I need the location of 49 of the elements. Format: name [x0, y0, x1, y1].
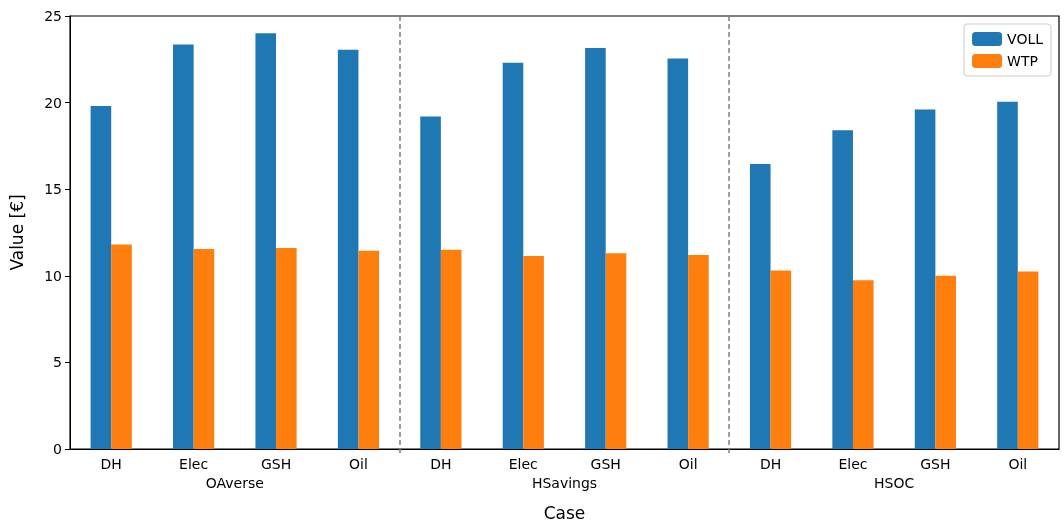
bar: [502, 62, 524, 449]
y-tick-label: 20: [44, 94, 62, 111]
bar: [111, 244, 132, 449]
legend-label: WTP: [1007, 53, 1038, 69]
bar: [255, 33, 277, 449]
bar: [337, 49, 359, 449]
bar: [276, 248, 297, 449]
bar: [523, 255, 544, 449]
y-axis-title: Value [€]: [6, 194, 27, 271]
bar: [832, 130, 853, 449]
x-tick-label: GSH: [920, 456, 951, 472]
bar: [193, 248, 215, 449]
text: HSOC: [874, 475, 915, 491]
x-tick-label: GSH: [590, 456, 621, 472]
bar: [420, 116, 441, 449]
bar: [688, 255, 709, 449]
bar: [749, 164, 771, 449]
x-tick-label: Oil: [1008, 456, 1028, 472]
bar: [770, 270, 792, 449]
x-tick-label: Elec: [179, 456, 209, 472]
bar: [667, 58, 689, 449]
x-tick-label: Oil: [678, 456, 698, 472]
bar: [173, 44, 194, 449]
y-tick-label: 25: [44, 8, 62, 24]
bar: [585, 48, 606, 449]
text: OAverse: [205, 475, 264, 491]
text: HSavings: [531, 475, 598, 491]
bar: [997, 101, 1018, 449]
x-tick-label: Oil: [349, 456, 368, 472]
bar: [935, 275, 956, 449]
y-tick-label: 5: [53, 354, 62, 371]
x-tick-label: Elec: [508, 456, 538, 472]
x-tick-label: DH: [759, 456, 782, 472]
y-tick-label: 15: [44, 181, 62, 198]
bar: [1017, 271, 1039, 449]
x-axis-title: Case: [543, 502, 586, 523]
x-tick-label: GSH: [260, 456, 292, 472]
x-tick-label: DH: [100, 456, 122, 472]
bar: [914, 109, 936, 449]
bar: [358, 250, 380, 449]
bar: [605, 253, 627, 449]
bar: [90, 106, 112, 449]
legend-label: VOLL: [1007, 31, 1044, 47]
bar: [852, 280, 874, 449]
x-tick-label: DH: [430, 456, 452, 472]
x-tick-label: Elec: [838, 456, 868, 472]
y-tick-label: 10: [44, 267, 62, 284]
bar: [440, 249, 462, 449]
y-tick-label: 0: [53, 441, 62, 457]
